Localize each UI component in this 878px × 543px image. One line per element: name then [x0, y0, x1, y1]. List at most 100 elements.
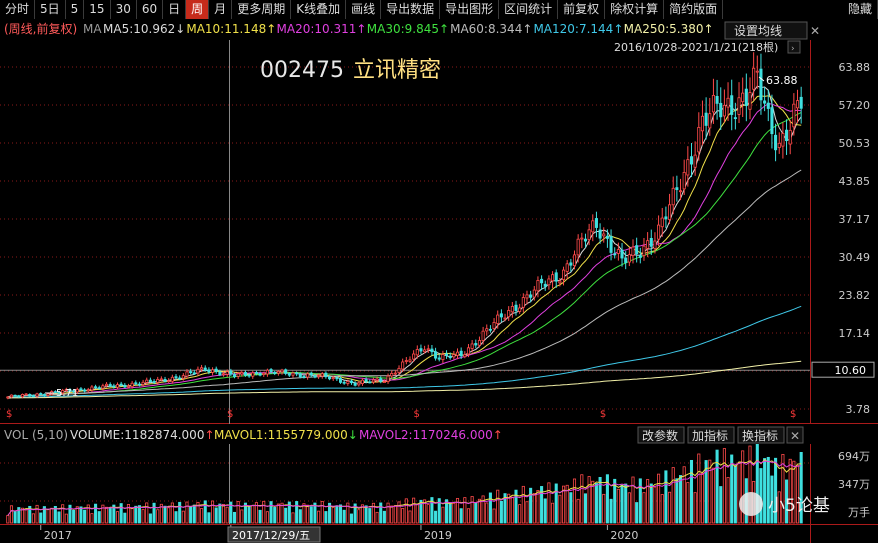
candle — [196, 366, 200, 376]
volume-bar — [708, 459, 712, 524]
volume-bar — [295, 501, 299, 524]
volume-label: VOL (5,10) — [4, 428, 68, 442]
set-ma-button[interactable]: 设置均线 — [724, 21, 808, 40]
volume-bar — [675, 478, 679, 524]
candle — [452, 350, 456, 360]
volume-bar — [485, 502, 489, 524]
candle — [6, 396, 10, 400]
toolbar-item-3[interactable]: 15 — [84, 0, 111, 19]
candle — [605, 229, 609, 248]
volume-bar — [262, 500, 266, 524]
candle — [499, 309, 503, 323]
candle — [31, 394, 35, 398]
toolbar-item-14[interactable]: 区间统计 — [499, 0, 559, 19]
candle — [287, 372, 291, 377]
toolbar-item-7[interactable]: 周 — [186, 0, 210, 19]
volume-btn-1[interactable]: 加指标 — [687, 426, 735, 444]
volume-bar — [130, 508, 134, 524]
vol-tick-label: 694万 — [838, 450, 870, 463]
candle — [342, 380, 346, 385]
volume-btn-label: 加指标 — [692, 428, 728, 443]
candle — [86, 387, 90, 393]
candle — [346, 379, 350, 386]
toolbar-item-1[interactable]: 5日 — [35, 0, 66, 19]
volume-bar — [17, 507, 21, 524]
volume-bar — [72, 509, 76, 524]
dividend-marker-icon: $ — [790, 409, 796, 420]
volume-bar — [415, 503, 419, 524]
toolbar-item-15[interactable]: 前复权 — [558, 0, 606, 19]
volume-bar — [364, 505, 368, 524]
volume-bar — [291, 512, 295, 524]
y-tick-label: 63.88 — [839, 61, 871, 74]
toolbar-item-6[interactable]: 日 — [163, 0, 187, 19]
toolbar-item-16[interactable]: 除权计算 — [605, 0, 665, 19]
volume-bar — [375, 511, 379, 524]
candle — [609, 229, 613, 261]
candle — [364, 377, 368, 384]
candle — [514, 300, 518, 316]
toolbar-item-4[interactable]: 30 — [111, 0, 137, 19]
toolbar-item-12[interactable]: 导出数据 — [381, 0, 441, 19]
volume-btn-0[interactable]: 改参数 — [637, 426, 685, 444]
toolbar-item-0[interactable]: 分时 — [0, 0, 36, 19]
toolbar-item-9[interactable]: 更多周期 — [232, 0, 292, 19]
candle — [251, 371, 255, 379]
candle — [686, 146, 690, 187]
volume-bar — [39, 512, 43, 524]
candle — [488, 325, 492, 333]
toolbar-hide-button[interactable]: 隐藏 — [843, 0, 878, 19]
y-tick-label: 30.49 — [839, 251, 871, 264]
volume-bar — [302, 503, 306, 524]
volume-bar — [562, 485, 566, 524]
volume-bar — [401, 508, 405, 524]
watermark: 小5论基 — [739, 492, 830, 516]
volume-bar — [126, 504, 131, 524]
volume-bar — [722, 448, 726, 524]
candle — [20, 393, 24, 399]
toolbar-item-8[interactable]: 月 — [209, 0, 233, 19]
candle — [94, 384, 98, 389]
volume-bar — [57, 511, 61, 524]
candle — [507, 306, 511, 321]
candle — [105, 382, 109, 388]
volume-bar — [287, 501, 291, 524]
volume-bar — [525, 501, 529, 524]
volume-btn-2[interactable]: 换指标 — [737, 426, 785, 444]
volume-bar — [360, 504, 364, 524]
candle — [799, 86, 803, 124]
ma-legend-item: MA20:10.311↑ — [277, 22, 367, 36]
candle — [331, 375, 335, 381]
volume-bar — [196, 501, 200, 524]
toolbar-item-17[interactable]: 简约版面 — [664, 0, 724, 19]
candle — [159, 376, 163, 382]
volume-bar — [207, 512, 211, 524]
close-ma-button[interactable]: ✕ — [810, 24, 820, 38]
volume-bar — [514, 489, 518, 524]
toolbar-item-10[interactable]: K线叠加 — [291, 0, 347, 19]
toolbar-item-11[interactable]: 画线 — [346, 0, 382, 19]
expand-button[interactable]: › — [787, 40, 801, 54]
volume-bar — [404, 498, 408, 524]
volume-bar — [551, 502, 555, 524]
close-volume-button[interactable]: ✕ — [786, 426, 804, 444]
volume-bar — [211, 500, 215, 524]
candle — [379, 376, 383, 384]
dividend-marker-icon: $ — [600, 409, 606, 420]
candle — [335, 375, 339, 381]
toolbar-item-5[interactable]: 60 — [137, 0, 164, 19]
volume-bar — [649, 483, 653, 524]
candle — [602, 227, 606, 243]
volume-bar — [317, 510, 321, 524]
candle — [613, 247, 617, 259]
volume-bar — [653, 486, 657, 524]
ma-line-30 — [7, 112, 802, 398]
candle — [112, 383, 116, 389]
toolbar-item-2[interactable]: 5 — [66, 0, 85, 19]
volume-bar — [748, 445, 752, 524]
candle — [42, 393, 46, 397]
toolbar-item-13[interactable]: 导出图形 — [440, 0, 500, 19]
volume-bar — [616, 488, 620, 524]
volume-bar — [437, 498, 441, 524]
candle — [83, 388, 87, 393]
